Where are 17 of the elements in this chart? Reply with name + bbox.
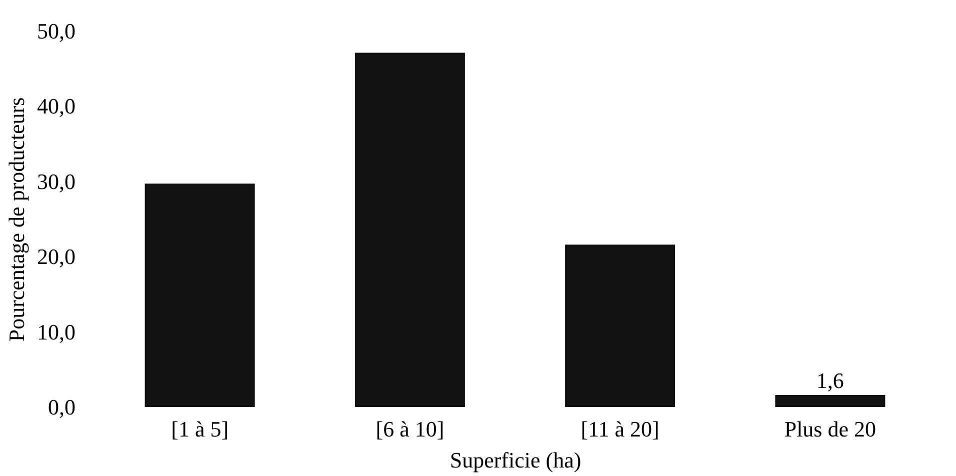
y-tick-label: 20,0 bbox=[37, 244, 76, 270]
x-tick-label: [6 à 10] bbox=[376, 416, 444, 442]
y-tick-label: 40,0 bbox=[37, 94, 76, 119]
y-tick-label: 0,0 bbox=[48, 394, 76, 420]
data-label: 1,6 bbox=[816, 368, 844, 393]
y-tick-label: 30,0 bbox=[37, 168, 76, 194]
x-axis-title: Superficie (ha) bbox=[450, 448, 582, 472]
bar bbox=[354, 52, 465, 407]
x-tick-label: [11 à 20] bbox=[580, 416, 660, 442]
y-axis-title: Pourcentage de producteurs bbox=[4, 97, 29, 342]
bar bbox=[144, 184, 255, 407]
y-tick-label: 50,0 bbox=[37, 18, 76, 44]
x-tick-label: [1 à 5] bbox=[171, 416, 229, 442]
bar bbox=[565, 244, 676, 407]
x-tick-label: Plus de 20 bbox=[784, 416, 876, 442]
bar bbox=[775, 394, 886, 407]
y-tick-label: 10,0 bbox=[37, 319, 76, 344]
